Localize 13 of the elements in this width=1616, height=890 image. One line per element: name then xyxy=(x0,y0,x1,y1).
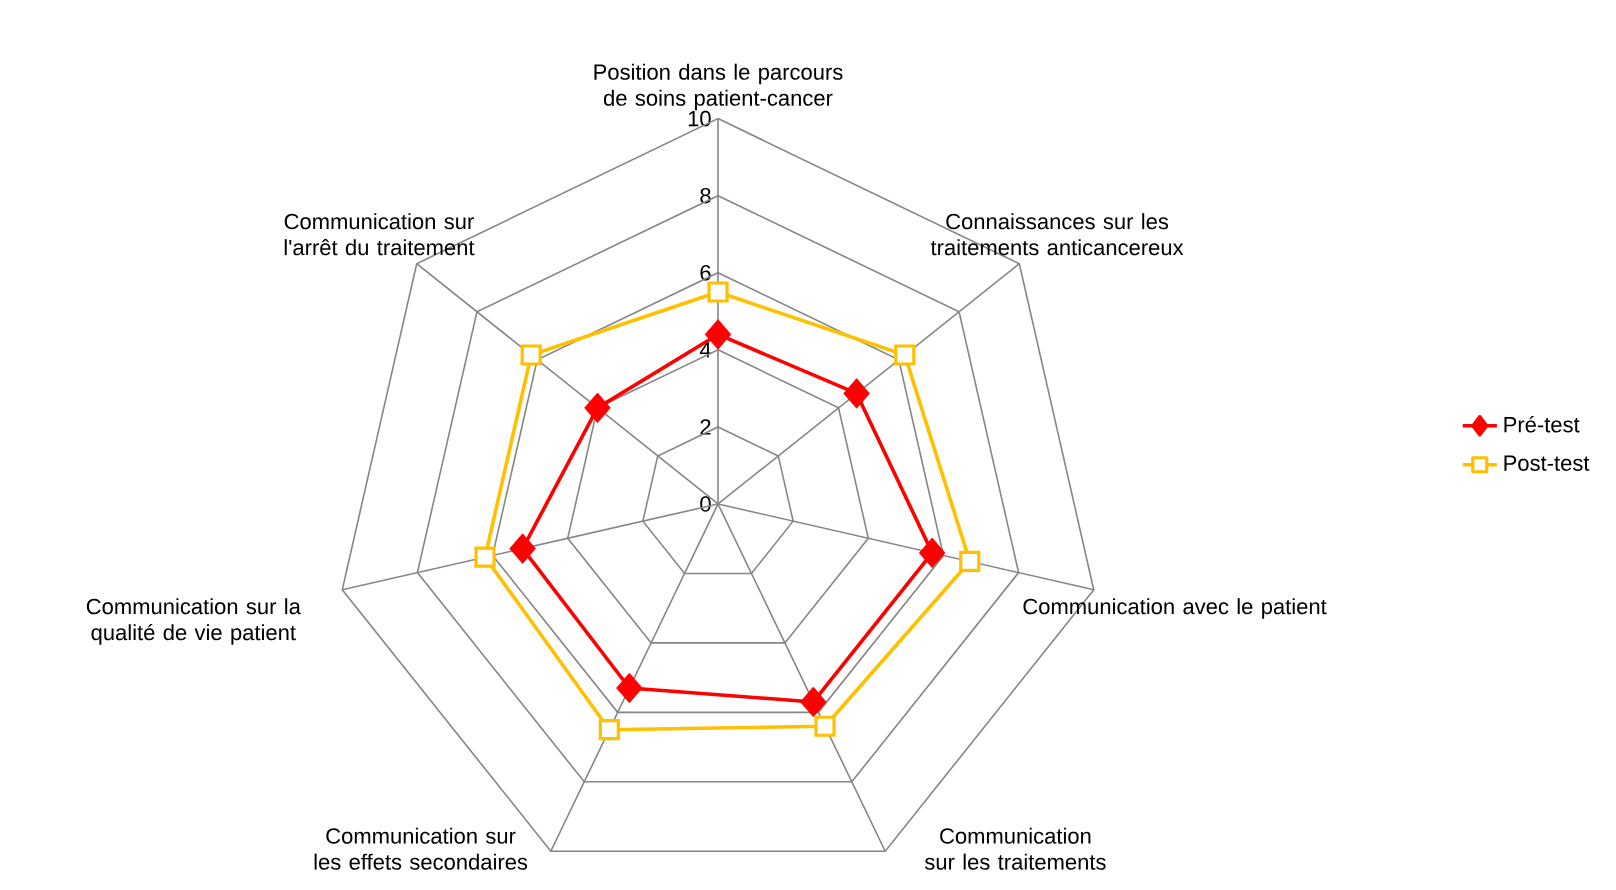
spoke-label: Connaissances sur les traitements anticancereux xyxy=(930,213,1184,256)
spoke-label: Position dans le parcours de soins patient-cancer xyxy=(594,63,843,111)
spoke-label: Communication sur l'arrêt du traitement xyxy=(284,213,475,256)
legend-label: Post-test xyxy=(1504,455,1590,471)
y-tick-label: 0 xyxy=(700,496,711,512)
spoke-label: Communication sur les traitements xyxy=(924,827,1106,870)
spoke-label: Communication avec le patient xyxy=(1023,598,1327,619)
y-tick-label: 2 xyxy=(700,419,711,435)
spoke-label: Communication sur les effets secondaires xyxy=(314,827,528,870)
y-tick-label: 10 xyxy=(688,110,711,127)
spoke-label: Communication sur la qualité de vie patient xyxy=(86,598,301,645)
y-tick-label: 4 xyxy=(699,342,711,358)
legend-label: Pré-test xyxy=(1504,416,1580,433)
